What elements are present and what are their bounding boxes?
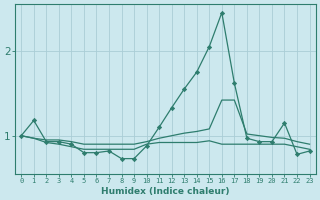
X-axis label: Humidex (Indice chaleur): Humidex (Indice chaleur) [101, 187, 230, 196]
